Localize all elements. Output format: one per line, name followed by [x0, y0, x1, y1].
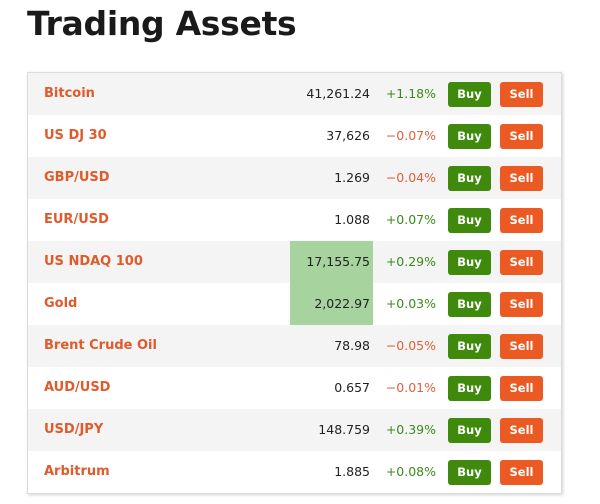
asset-price: 1.088 [334, 212, 370, 227]
buy-button[interactable]: Buy [448, 418, 491, 443]
asset-row-bitcoin: Bitcoin 41,261.24 +1.18% Buy Sell [28, 73, 561, 115]
buy-button[interactable]: Buy [448, 376, 491, 401]
asset-name[interactable]: AUD/USD [44, 380, 111, 395]
sell-button[interactable]: Sell [500, 376, 543, 401]
buy-button[interactable]: Buy [448, 82, 491, 107]
asset-name[interactable]: US NDAQ 100 [44, 254, 143, 269]
asset-name[interactable]: GBP/USD [44, 170, 110, 185]
asset-row-arbitrum: Arbitrum 1.885 +0.08% Buy Sell [28, 451, 561, 493]
asset-price: 0.657 [334, 380, 370, 395]
buy-button[interactable]: Buy [448, 208, 491, 233]
asset-name[interactable]: Gold [44, 296, 78, 311]
asset-change: +1.18% [385, 86, 436, 101]
sell-button[interactable]: Sell [500, 124, 543, 149]
buy-button[interactable]: Buy [448, 166, 491, 191]
buy-button[interactable]: Buy [448, 334, 491, 359]
asset-change: +0.39% [385, 422, 436, 437]
sell-button[interactable]: Sell [500, 418, 543, 443]
sell-button[interactable]: Sell [500, 166, 543, 191]
asset-change: −0.01% [385, 380, 436, 395]
asset-row-aud-usd: AUD/USD 0.657 −0.01% Buy Sell [28, 367, 561, 409]
asset-change: −0.04% [385, 170, 436, 185]
sell-button[interactable]: Sell [500, 82, 543, 107]
asset-row-gold: Gold 2,022.97 +0.03% Buy Sell [28, 283, 561, 325]
asset-change: +0.07% [385, 212, 436, 227]
asset-row-brent-crude-oil: Brent Crude Oil 78.98 −0.05% Buy Sell [28, 325, 561, 367]
asset-name[interactable]: USD/JPY [44, 422, 104, 437]
asset-name[interactable]: EUR/USD [44, 212, 109, 227]
asset-row-us-ndaq-100: US NDAQ 100 17,155.75 +0.29% Buy Sell [28, 241, 561, 283]
asset-change: +0.03% [385, 296, 436, 311]
asset-price: 148.759 [318, 422, 370, 437]
buy-button[interactable]: Buy [448, 460, 491, 485]
asset-price: 41,261.24 [306, 86, 370, 101]
asset-change: −0.07% [385, 128, 436, 143]
asset-name[interactable]: Bitcoin [44, 86, 95, 101]
asset-change: +0.08% [385, 464, 436, 479]
asset-change: +0.29% [385, 254, 436, 269]
sell-button[interactable]: Sell [500, 334, 543, 359]
sell-button[interactable]: Sell [500, 208, 543, 233]
sell-button[interactable]: Sell [500, 250, 543, 275]
asset-price: 1.885 [334, 464, 370, 479]
sell-button[interactable]: Sell [500, 292, 543, 317]
buy-button[interactable]: Buy [448, 292, 491, 317]
asset-row-gbp-usd: GBP/USD 1.269 −0.04% Buy Sell [28, 157, 561, 199]
asset-name[interactable]: US DJ 30 [44, 128, 107, 143]
asset-name[interactable]: Arbitrum [44, 464, 110, 479]
sell-button[interactable]: Sell [500, 460, 543, 485]
asset-price: 37,626 [326, 128, 370, 143]
asset-row-usd-jpy: USD/JPY 148.759 +0.39% Buy Sell [28, 409, 561, 451]
asset-row-us-dj-30: US DJ 30 37,626 −0.07% Buy Sell [28, 115, 561, 157]
asset-name[interactable]: Brent Crude Oil [44, 338, 157, 353]
asset-row-eur-usd: EUR/USD 1.088 +0.07% Buy Sell [28, 199, 561, 241]
page-title: Trading Assets [27, 4, 297, 43]
assets-table: Bitcoin 41,261.24 +1.18% Buy Sell US DJ … [27, 72, 562, 494]
buy-button[interactable]: Buy [448, 250, 491, 275]
asset-change: −0.05% [385, 338, 436, 353]
asset-price-highlighted: 2,022.97 [290, 283, 373, 325]
asset-price: 78.98 [334, 338, 370, 353]
asset-price: 1.269 [334, 170, 370, 185]
asset-price-highlighted: 17,155.75 [290, 241, 373, 283]
buy-button[interactable]: Buy [448, 124, 491, 149]
